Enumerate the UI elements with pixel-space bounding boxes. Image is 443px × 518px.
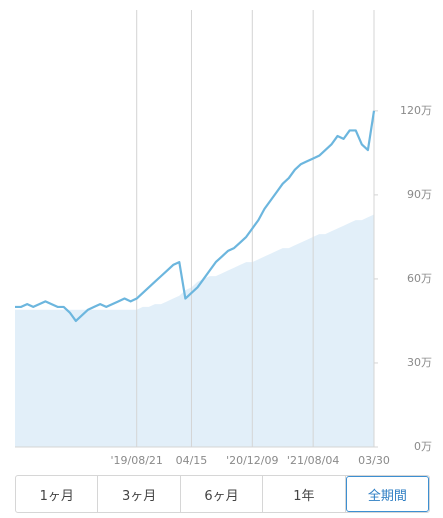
y-tick-label: 0万 bbox=[414, 440, 432, 453]
y-tick-label: 90万 bbox=[407, 188, 432, 201]
range-button[interactable]: 3ヶ月 bbox=[98, 476, 181, 512]
principal-area bbox=[15, 214, 374, 447]
range-button[interactable]: 1ヶ月 bbox=[16, 476, 99, 512]
range-button[interactable]: 6ヶ月 bbox=[181, 476, 264, 512]
range-buttons: 1ヶ月 3ヶ月 6ヶ月 1年 全期間 bbox=[15, 475, 430, 513]
value-line bbox=[15, 110, 376, 323]
chart: '19/08/21 04/15 '20/12/09 '21/08/04 03/30 0万 3… bbox=[15, 10, 432, 467]
range-button[interactable]: 全期間 bbox=[345, 476, 430, 512]
x-tick-label: 03/30 bbox=[358, 454, 390, 467]
x-tick-label: '19/08/21 bbox=[110, 454, 162, 467]
y-tick-label: 120万 bbox=[400, 104, 432, 117]
x-tick-label: '21/08/04 bbox=[287, 454, 339, 467]
range-button[interactable]: 1年 bbox=[263, 476, 346, 512]
y-tick-label: 60万 bbox=[407, 272, 432, 285]
x-tick-label: '20/12/09 bbox=[226, 454, 278, 467]
x-tick-label: 04/15 bbox=[176, 454, 208, 467]
y-tick-label: 30万 bbox=[407, 356, 432, 369]
